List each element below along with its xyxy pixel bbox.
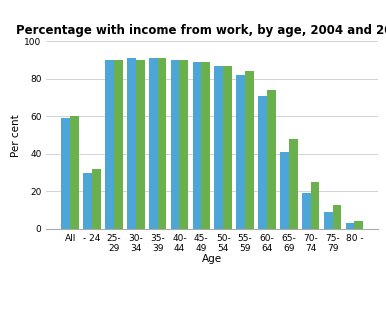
Bar [83,173,92,229]
Bar [346,223,354,229]
Bar [114,60,123,229]
Bar [92,169,101,229]
Bar [171,60,179,229]
Bar [354,221,363,229]
Bar [302,193,311,229]
Bar [149,58,157,229]
Bar [258,96,267,229]
Bar [280,152,289,229]
Text: Percentage with income from work, by age, 2004 and 2011: Percentage with income from work, by age… [17,24,386,38]
Bar [201,62,210,229]
Bar [267,90,276,229]
Bar [289,139,298,229]
Bar [61,118,70,229]
Bar [311,182,320,229]
Bar [333,204,341,229]
Bar [127,58,136,229]
Bar [179,60,188,229]
Bar [215,66,223,229]
Bar [136,60,144,229]
Y-axis label: Per cent: Per cent [12,114,22,156]
Bar [223,66,232,229]
Bar [157,58,166,229]
Bar [105,60,114,229]
X-axis label: Age: Age [202,254,222,264]
Bar [236,75,245,229]
Bar [193,62,201,229]
Bar [245,71,254,229]
Bar [70,116,79,229]
Bar [324,212,333,229]
